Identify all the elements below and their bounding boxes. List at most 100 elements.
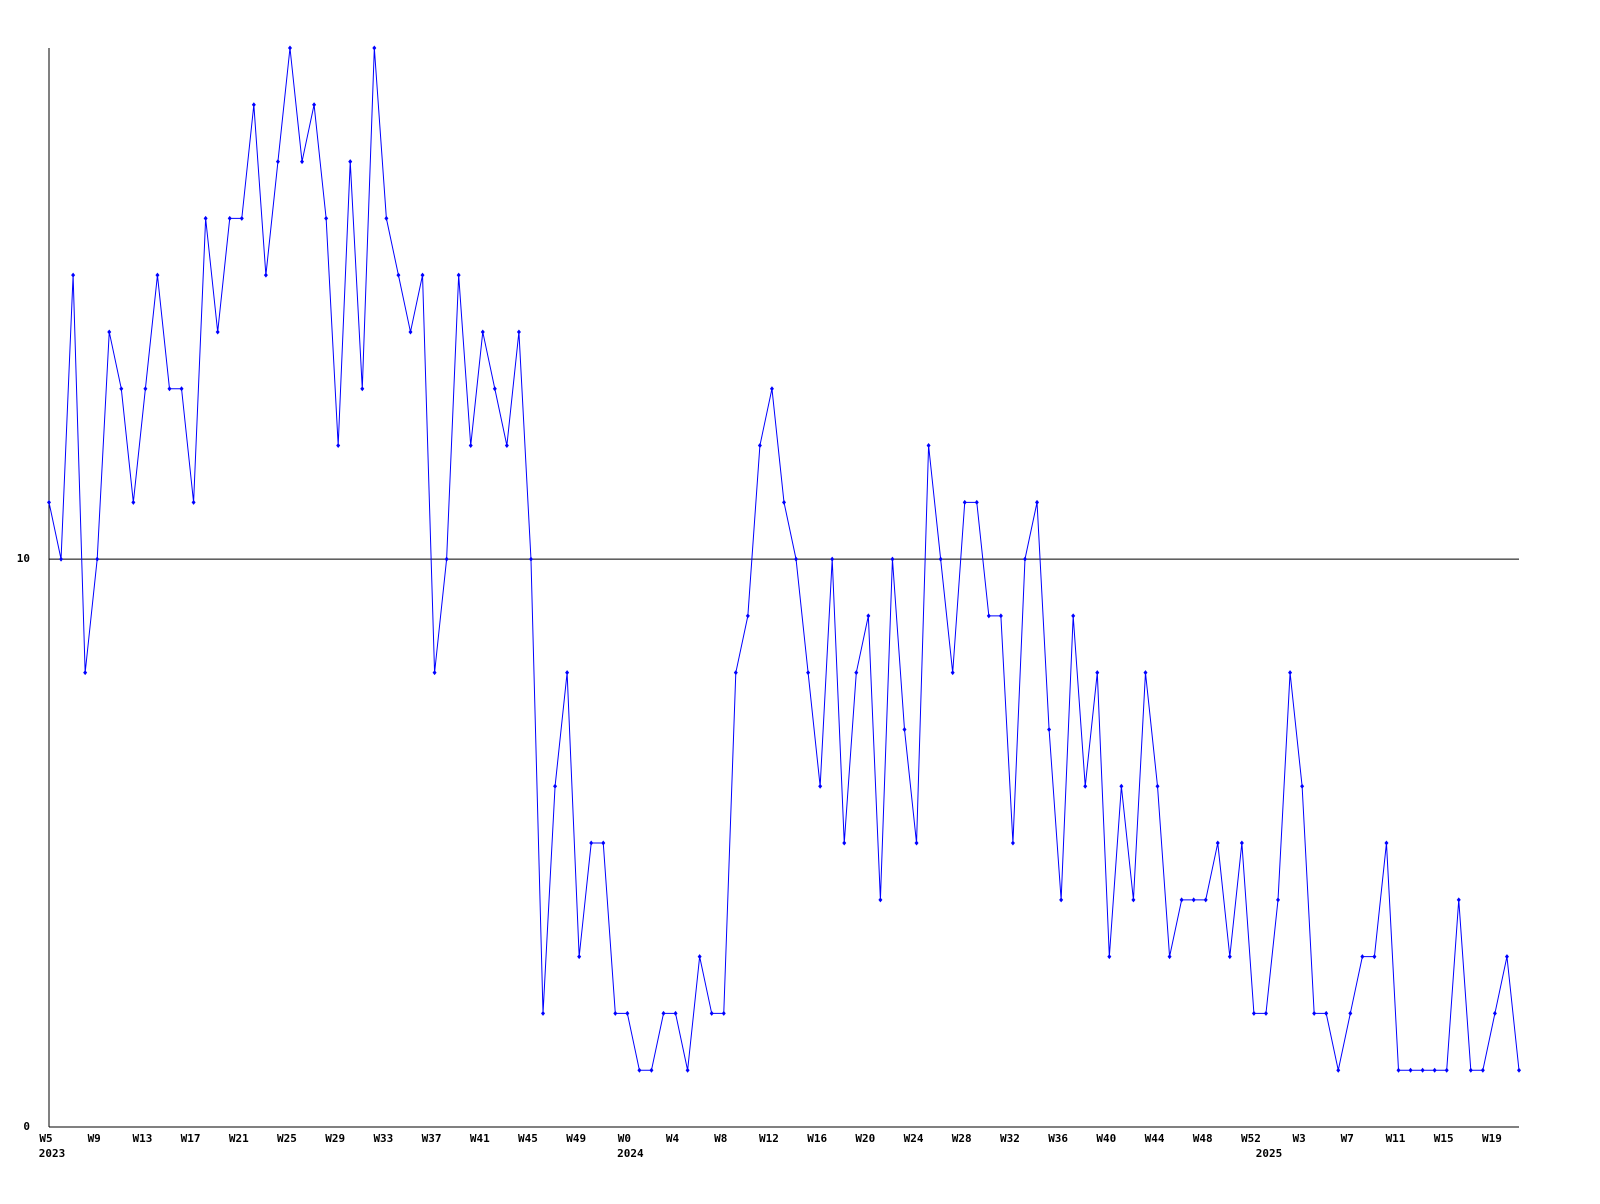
point	[1468, 1067, 1473, 1073]
point	[685, 1067, 690, 1073]
point	[1251, 1010, 1256, 1016]
x-tick-label: W7	[1341, 1132, 1354, 1145]
x-tick-label: W19	[1482, 1132, 1502, 1145]
point	[1203, 897, 1208, 903]
point	[372, 45, 377, 51]
point	[1420, 1067, 1425, 1073]
point	[191, 499, 196, 505]
point	[420, 272, 425, 278]
point	[468, 443, 473, 449]
x-tick-label: W12	[759, 1132, 779, 1145]
point	[1119, 783, 1124, 789]
point	[227, 215, 232, 221]
x-tick-label: W4	[666, 1132, 680, 1145]
x-tick-label: W29	[325, 1132, 345, 1145]
point	[1131, 897, 1136, 903]
point	[1071, 613, 1076, 619]
point	[1167, 954, 1172, 960]
point	[1432, 1067, 1437, 1073]
point	[1107, 954, 1112, 960]
x-tick-label: W3	[1292, 1132, 1305, 1145]
point	[1312, 1010, 1317, 1016]
point	[59, 556, 64, 562]
point	[1191, 897, 1196, 903]
point	[275, 159, 280, 165]
point	[830, 556, 835, 562]
x-tick-label: W33	[373, 1132, 393, 1145]
point	[1263, 1010, 1268, 1016]
point	[806, 670, 811, 676]
point	[842, 840, 847, 846]
point	[1444, 1067, 1449, 1073]
x-tick-label: W9	[88, 1132, 101, 1145]
point	[625, 1010, 630, 1016]
point	[649, 1067, 654, 1073]
point	[794, 556, 799, 562]
point	[1324, 1010, 1329, 1016]
point	[1083, 783, 1088, 789]
point	[47, 499, 51, 505]
point	[444, 556, 449, 562]
point	[1155, 783, 1160, 789]
point	[119, 386, 124, 392]
point	[769, 386, 774, 392]
point	[336, 443, 341, 449]
point	[528, 556, 533, 562]
point	[1504, 954, 1509, 960]
point	[697, 954, 702, 960]
point	[1010, 840, 1015, 846]
point	[1336, 1067, 1341, 1073]
x-tick-label: W11	[1386, 1132, 1406, 1145]
point	[709, 1010, 714, 1016]
x-tick-label: W41	[470, 1132, 490, 1145]
point	[155, 272, 160, 278]
point	[1059, 897, 1064, 903]
x-tick-label: W32	[1000, 1132, 1020, 1145]
point	[1239, 840, 1244, 846]
x-tick-label: W49	[566, 1132, 586, 1145]
year-label: 2023	[39, 1147, 66, 1160]
point	[673, 1010, 678, 1016]
point	[203, 215, 208, 221]
point	[251, 102, 256, 108]
point	[577, 954, 582, 960]
point	[1384, 840, 1389, 846]
x-tick-label: W45	[518, 1132, 538, 1145]
point	[1143, 670, 1148, 676]
point	[179, 386, 184, 392]
x-tick-label: W52	[1241, 1132, 1261, 1145]
x-tick-label: W13	[132, 1132, 152, 1145]
y-tick-label: 10	[17, 552, 30, 565]
point	[926, 443, 931, 449]
point	[1095, 670, 1100, 676]
point	[866, 613, 871, 619]
point	[131, 499, 136, 505]
point	[986, 613, 991, 619]
point	[721, 1010, 726, 1016]
x-tick-label: W28	[952, 1132, 972, 1145]
point	[408, 329, 413, 335]
point	[661, 1010, 666, 1016]
point	[1276, 897, 1281, 903]
x-tick-label: W40	[1096, 1132, 1116, 1145]
x-tick-label: W20	[855, 1132, 875, 1145]
point	[143, 386, 148, 392]
point	[348, 159, 353, 165]
x-tick-label: W8	[714, 1132, 727, 1145]
x-tick-label: W5	[39, 1132, 52, 1145]
x-tick-label: W17	[181, 1132, 201, 1145]
point	[878, 897, 883, 903]
point	[432, 670, 437, 676]
point	[589, 840, 594, 846]
point	[1227, 954, 1232, 960]
point	[1215, 840, 1220, 846]
point	[1179, 897, 1184, 903]
point	[1408, 1067, 1413, 1073]
point	[1348, 1010, 1353, 1016]
point	[456, 272, 461, 278]
x-tick-label: W15	[1434, 1132, 1454, 1145]
y-tick-label: 0	[23, 1120, 30, 1133]
point	[541, 1010, 546, 1016]
